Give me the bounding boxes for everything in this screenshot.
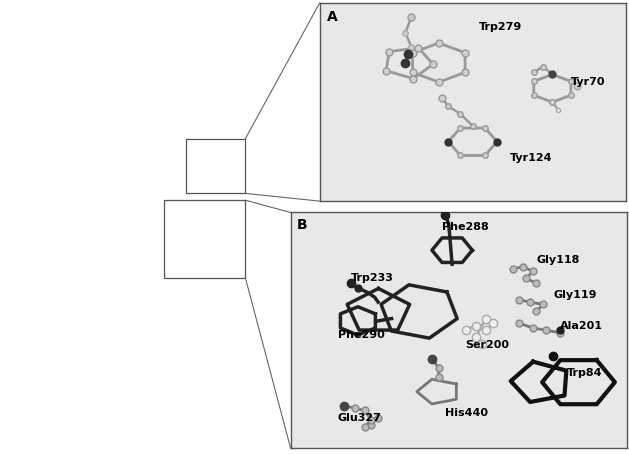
Text: Trp84: Trp84 [567, 368, 602, 378]
Text: Glu327: Glu327 [338, 413, 382, 423]
Text: A: A [327, 10, 338, 24]
Text: Trp279: Trp279 [479, 22, 522, 32]
Text: Gly119: Gly119 [553, 290, 596, 300]
Text: Phe288: Phe288 [442, 222, 489, 232]
Text: Phe290: Phe290 [338, 330, 384, 340]
Text: Ala201: Ala201 [560, 321, 603, 331]
Text: Gly118: Gly118 [537, 255, 580, 265]
Text: Tyr70: Tyr70 [571, 77, 605, 87]
Text: B: B [297, 218, 308, 233]
Text: Ser200: Ser200 [465, 340, 509, 350]
Text: His440: His440 [445, 408, 488, 418]
Text: Tyr124: Tyr124 [509, 152, 552, 162]
Bar [186, 139, 245, 193]
Bar [164, 200, 245, 278]
Text: Trp233: Trp233 [351, 273, 394, 283]
